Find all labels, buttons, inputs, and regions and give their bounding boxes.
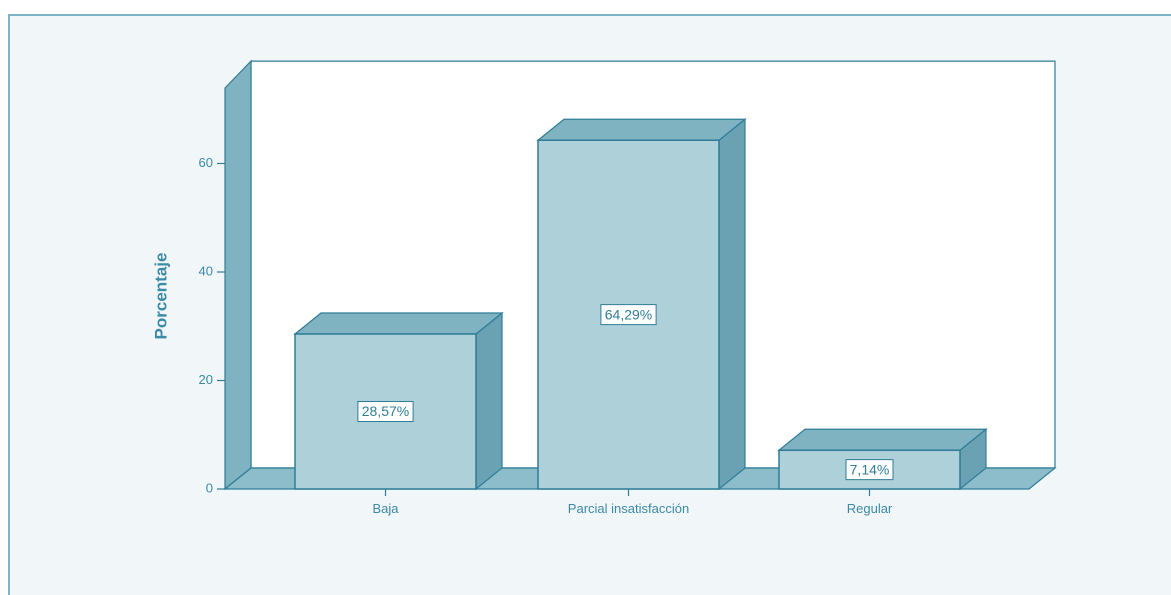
left-wall — [224, 59, 252, 491]
data-label-box — [357, 401, 414, 423]
y-tick-label: 40 — [199, 263, 213, 278]
data-label: 28,57% — [362, 403, 409, 419]
x-tick-label: Regular — [847, 501, 893, 516]
data-label-box — [845, 459, 894, 481]
data-label: 7,14% — [850, 461, 890, 477]
y-tick-label: 0 — [206, 480, 213, 495]
x-axis-labels: Baja Parcial insatisfacción Regular — [372, 489, 893, 516]
bar-parcial-insatisfacci-n: 64,29% — [536, 117, 747, 491]
bar-top — [536, 118, 747, 141]
data-label: 64,29% — [605, 306, 652, 322]
bar-top — [293, 312, 504, 335]
data-label-box — [600, 304, 657, 326]
bars-group: 28,57% 64,29% 7,14% — [293, 117, 988, 491]
y-tick-label: 20 — [199, 372, 213, 387]
bar-baja: 28,57% — [293, 311, 504, 491]
y-axis-label: Porcentaje — [151, 253, 170, 340]
y-axis: 0 20 40 60 — [199, 155, 225, 495]
bar-side — [718, 117, 746, 491]
bar-regular: 7,14% — [777, 428, 988, 491]
bar-side — [475, 311, 503, 491]
x-tick-label: Parcial insatisfacción — [568, 501, 689, 516]
x-tick-label: Baja — [372, 501, 399, 516]
bar-top — [777, 428, 988, 451]
y-tick-label: 60 — [199, 155, 213, 170]
